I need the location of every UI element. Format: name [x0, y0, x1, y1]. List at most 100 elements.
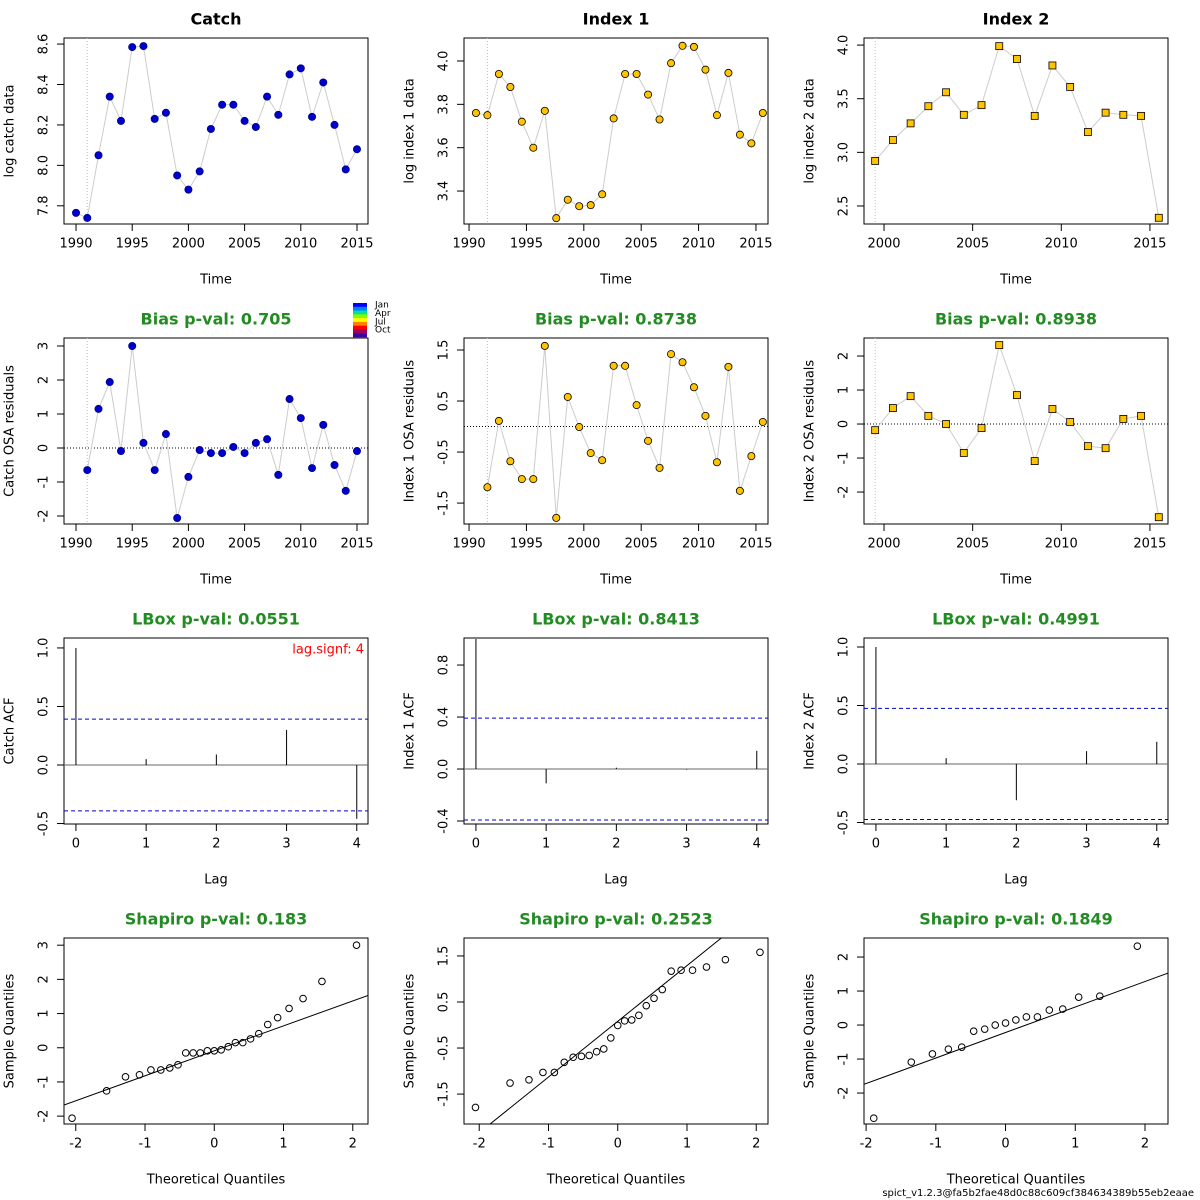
point	[161, 108, 170, 117]
x-tick-label: -2	[69, 1137, 82, 1152]
point	[1013, 55, 1021, 63]
y-tick-label: 0.4	[437, 707, 452, 728]
series-line	[874, 45, 1160, 218]
panel-title: LBox p-val: 0.8413	[532, 610, 700, 629]
point	[689, 42, 698, 51]
point	[94, 151, 103, 160]
x-axis-label: Theoretical Quantiles	[946, 1173, 1086, 1188]
point	[888, 136, 897, 144]
y-tick-label: -1	[37, 476, 52, 489]
x-tick-label: 2005	[228, 237, 261, 252]
point	[506, 82, 515, 91]
y-axis-label: log catch data	[3, 85, 18, 178]
point	[924, 102, 933, 111]
point	[1066, 418, 1075, 426]
point	[517, 475, 526, 484]
point	[613, 1021, 622, 1030]
y-tick-label: -0.5	[837, 810, 852, 835]
x-tick-label: 2005	[228, 537, 261, 552]
point	[196, 1049, 205, 1057]
point	[299, 994, 307, 1003]
y-tick-label: 3.4	[437, 181, 452, 202]
point	[263, 435, 272, 444]
x-axis-label: Theoretical Quantiles	[546, 1173, 686, 1188]
y-tick-label: 3	[37, 941, 52, 949]
x-axis-label: Theoretical Quantiles	[146, 1173, 286, 1188]
x-tick-label: -2	[860, 1137, 873, 1152]
point	[607, 1034, 615, 1042]
point	[701, 411, 710, 420]
x-tick-label: 2	[612, 837, 620, 852]
point	[308, 112, 317, 121]
point	[1119, 415, 1128, 423]
point	[218, 100, 227, 109]
series-line	[86, 345, 358, 519]
point	[569, 1053, 578, 1062]
point	[330, 120, 339, 129]
y-axis-label: Catch ACF	[3, 698, 18, 765]
panel-title: Index 1	[583, 10, 650, 29]
plot-area	[64, 338, 368, 524]
point	[689, 383, 698, 392]
point	[1033, 1013, 1042, 1021]
y-axis-label: log index 1 data	[403, 78, 418, 183]
point	[928, 1050, 937, 1058]
point	[599, 1045, 608, 1053]
point	[906, 392, 915, 401]
season-label: Jul	[374, 317, 386, 327]
point	[667, 967, 675, 975]
season-label: Oct	[375, 326, 391, 336]
point	[1030, 457, 1039, 465]
point	[888, 404, 897, 412]
point	[1066, 83, 1075, 91]
point	[246, 1035, 255, 1043]
y-tick-label: 2	[37, 975, 52, 983]
point	[586, 201, 595, 210]
point	[251, 122, 260, 131]
season-swatch	[353, 333, 367, 338]
y-tick-label: 0	[837, 420, 852, 428]
y-tick-label: 1	[837, 386, 852, 394]
point	[1001, 1019, 1010, 1027]
point	[550, 1068, 559, 1077]
point	[341, 165, 350, 174]
panel: LBox p-val: 0.4991 Lag Index 2 ACF 0 1 2 3 4 -0.…	[803, 610, 1169, 888]
plot-box	[463, 937, 769, 1125]
point	[494, 416, 503, 425]
plot-box	[463, 637, 769, 825]
point	[655, 115, 664, 124]
point	[471, 1103, 480, 1112]
point	[174, 1061, 182, 1069]
point	[991, 1021, 1000, 1029]
x-tick-label: -1	[542, 1137, 555, 1152]
y-tick-label: 2	[37, 376, 52, 384]
x-tick-label: 2	[212, 837, 220, 852]
x-tick-label: 2005	[625, 237, 658, 252]
point	[586, 449, 595, 458]
point	[525, 1076, 533, 1084]
point	[560, 1058, 569, 1067]
x-tick-label: 0	[210, 1137, 218, 1152]
y-tick-label: 1.5	[437, 340, 452, 361]
plot-area	[874, 38, 1160, 224]
point	[330, 461, 339, 470]
panel-title: LBox p-val: 0.0551	[132, 610, 300, 629]
x-tick-label: 4	[753, 837, 761, 852]
x-axis-label: Time	[999, 273, 1032, 288]
panel: Bias p-val: 0.705 Time Catch OSA residuals…	[3, 301, 392, 588]
point	[150, 114, 159, 123]
x-tick-label: 0	[614, 1137, 622, 1152]
point	[206, 449, 215, 458]
y-tick-label: 2	[837, 953, 852, 961]
point	[206, 124, 215, 133]
point	[529, 143, 538, 152]
point	[173, 171, 182, 180]
y-tick-label: -1.5	[437, 490, 452, 515]
x-axis-label: Lag	[604, 873, 627, 888]
point	[274, 110, 283, 119]
y-tick-label: 3.0	[837, 142, 852, 163]
point	[319, 78, 328, 87]
x-axis-label: Time	[999, 573, 1032, 588]
y-tick-label: 3.5	[837, 88, 852, 109]
